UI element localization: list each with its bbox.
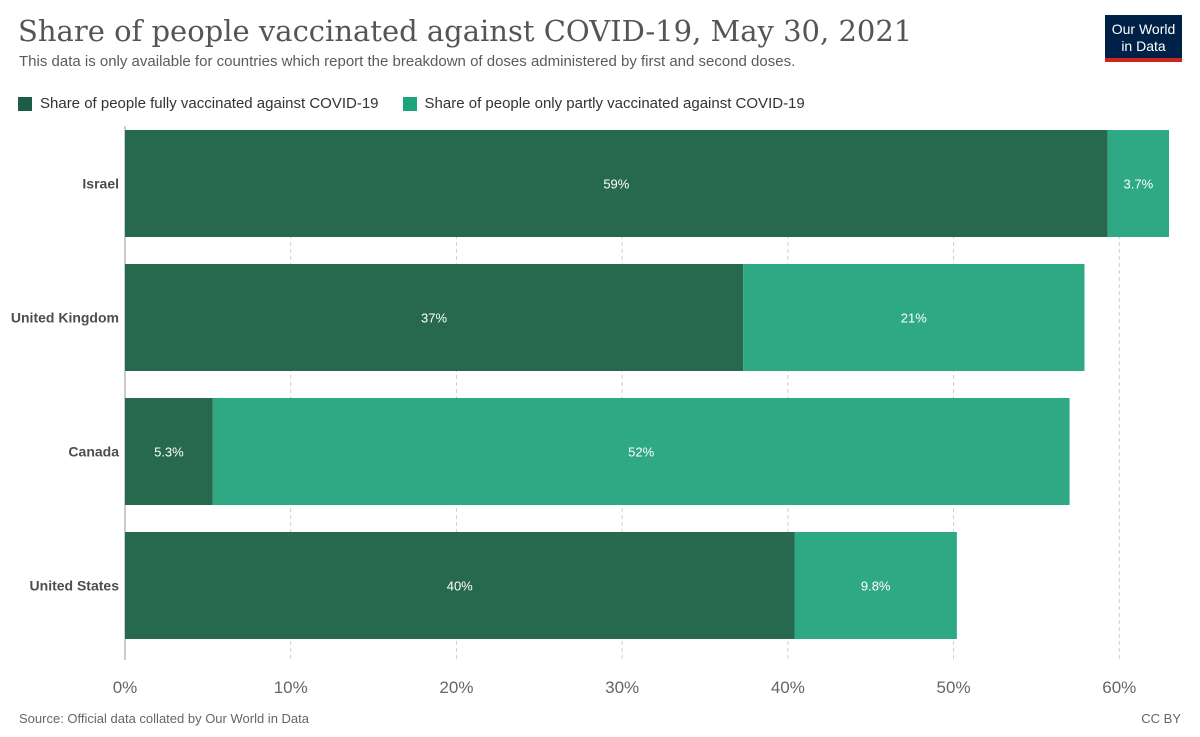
x-tick-label-60: 60% xyxy=(1102,678,1136,697)
category-label-united-states: United States xyxy=(30,578,120,594)
logo-line-2: in Data xyxy=(1121,38,1166,54)
stacked-bar-chart: 0% 10% 20% 30% 40% 50% 60% Israel 59% 3.7% United … xyxy=(11,126,1169,697)
owid-logo[interactable]: Our World in Data xyxy=(1105,15,1182,62)
bar-united-kingdom-fully[interactable] xyxy=(125,264,744,371)
bar-israel-fully[interactable] xyxy=(125,130,1108,237)
x-tick-label-30: 30% xyxy=(605,678,639,697)
bar-israel-partly[interactable] xyxy=(1107,130,1169,237)
license-note[interactable]: CC BY xyxy=(1141,711,1181,726)
legend-swatch-partly xyxy=(402,96,417,111)
data-label-israel-partly: 3.7% xyxy=(1124,177,1154,192)
x-tick-label-10: 10% xyxy=(274,678,308,697)
category-label-united-kingdom: United Kingdom xyxy=(11,310,119,326)
data-label-canada-partly: 52% xyxy=(628,445,654,460)
legend-item-fully-vaccinated[interactable]: Share of people fully vaccinated against… xyxy=(18,95,379,112)
data-label-united-kingdom-fully: 37% xyxy=(421,311,447,326)
legend: Share of people fully vaccinated against… xyxy=(18,95,829,112)
bar-canada-fully[interactable] xyxy=(125,398,213,505)
bar-united-kingdom-partly[interactable] xyxy=(743,264,1085,371)
x-tick-label-0: 0% xyxy=(113,678,138,697)
data-label-israel-fully: 59% xyxy=(603,177,629,192)
x-tick-label-20: 20% xyxy=(439,678,473,697)
x-tick-label-40: 40% xyxy=(771,678,805,697)
logo-line-1: Our World xyxy=(1111,21,1176,37)
data-label-united-kingdom-partly: 21% xyxy=(901,311,927,326)
source-note: Source: Official data collated by Our Wo… xyxy=(19,711,309,726)
bar-canada-partly[interactable] xyxy=(212,398,1070,505)
data-label-canada-fully: 5.3% xyxy=(154,445,184,460)
legend-swatch-fully xyxy=(18,96,32,111)
category-label-israel: Israel xyxy=(82,176,119,192)
legend-item-partly-vaccinated[interactable]: Share of people only partly vaccinated a… xyxy=(402,95,805,112)
legend-label-partly: Share of people only partly vaccinated a… xyxy=(424,95,805,112)
bar-united-states-fully[interactable] xyxy=(125,532,795,639)
data-label-united-states-fully: 40% xyxy=(447,579,473,594)
category-label-canada: Canada xyxy=(68,444,119,460)
data-label-united-states-partly: 9.8% xyxy=(861,579,891,594)
chart-title: Share of people vaccinated against COVID… xyxy=(18,14,913,48)
bar-united-states-partly[interactable] xyxy=(794,532,957,639)
x-tick-label-50: 50% xyxy=(937,678,971,697)
legend-label-fully: Share of people fully vaccinated against… xyxy=(40,95,379,112)
chart-subtitle: This data is only available for countrie… xyxy=(19,53,796,70)
